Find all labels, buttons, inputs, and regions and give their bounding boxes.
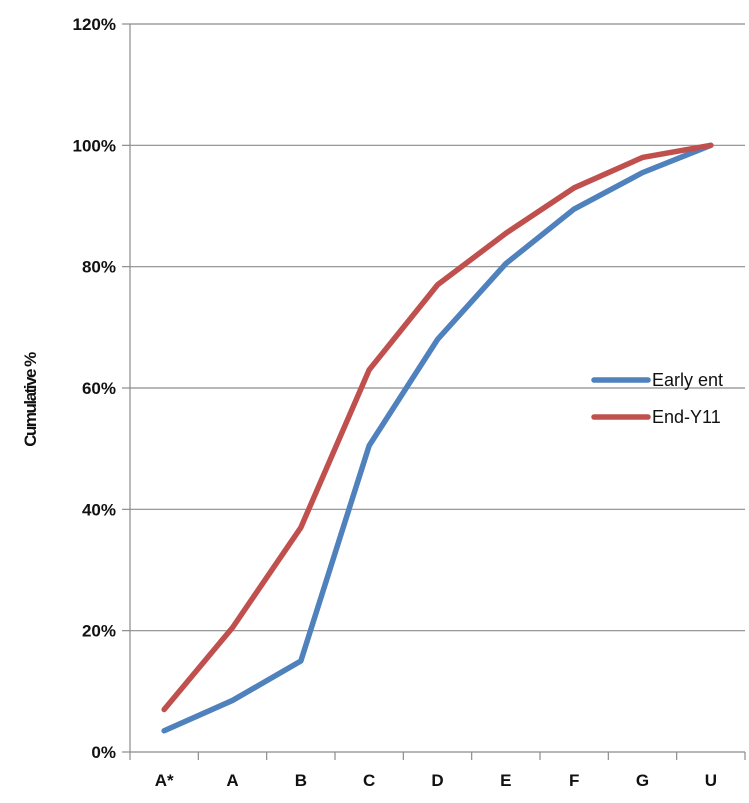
y-tick-label: 80% xyxy=(82,258,116,277)
x-tick-label: D xyxy=(431,771,443,790)
x-tick-label: G xyxy=(636,771,649,790)
x-tick-label: A* xyxy=(155,771,174,790)
x-tick-label: E xyxy=(500,771,511,790)
gridlines xyxy=(130,23,745,632)
legend-label: End-Y11 xyxy=(652,407,721,427)
y-tick-label: 100% xyxy=(73,136,116,155)
series-lines xyxy=(161,142,714,734)
x-tick-label: B xyxy=(295,771,307,790)
y-tick-label: 20% xyxy=(82,622,116,641)
series-line xyxy=(161,142,714,734)
legend: Early ent End-Y11 xyxy=(591,370,723,427)
legend-label: Early ent xyxy=(652,370,723,390)
x-tick-label: C xyxy=(363,771,375,790)
y-tick-label: 40% xyxy=(82,500,116,519)
series-line xyxy=(161,142,714,713)
x-tick-label: A xyxy=(226,771,238,790)
y-axis-title: Cumulative % xyxy=(21,352,40,447)
x-tick-label: U xyxy=(705,771,717,790)
y-tick-label: 60% xyxy=(82,379,116,398)
axes: 0% 20% 40% 60% 80% 100% 120% A* A B C D E F G U xyxy=(73,15,746,790)
y-tick-label: 0% xyxy=(91,743,116,762)
y-tick-label: 120% xyxy=(73,15,116,34)
x-tick-label: F xyxy=(569,771,579,790)
